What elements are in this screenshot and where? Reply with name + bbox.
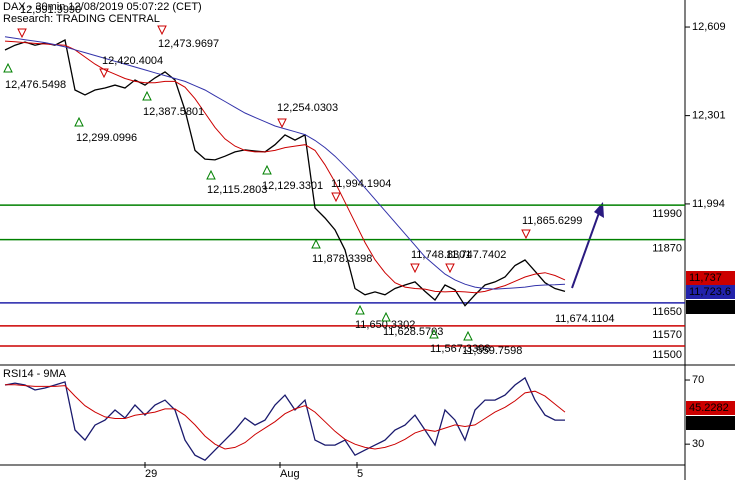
series-line [5,384,566,450]
low-marker [262,164,272,175]
series-line [4,36,566,290]
series-line [4,376,565,461]
annotation-label: 11,747.7402 [446,249,506,261]
annotation-label: 11,650.3302 [355,319,415,331]
low-marker [429,328,439,339]
annotation-label: 12,476.5498 [5,79,66,91]
forecast-arrow [571,209,601,289]
annotation-label: 11,628.5703 [383,326,443,338]
annotation-label: 12,299.0996 [76,132,137,144]
low-marker [3,62,13,73]
level-label: 11990 [652,208,682,220]
price-tag-label: 11,737 [689,272,722,284]
price-tag-label: 44.1839 [689,417,729,429]
low-marker [381,311,391,322]
series-line [4,40,566,294]
forecast-arrow-head [594,202,604,218]
annotation-label: 11,865.6299 [522,215,582,227]
y-tick-label: 12,301 [692,110,726,122]
y-tick-label: 11,994 [692,198,725,210]
chart-subtitle: Research: TRADING CENTRAL [3,13,160,25]
price-tag [686,271,735,285]
annotation-label: 11,674.1104 [555,313,615,325]
annotation-label: 11,748.8301 [411,249,471,261]
price-tag-label: 11,693.6 [689,301,731,313]
high-marker [521,229,531,240]
price-tag [686,401,735,415]
low-marker [142,90,152,101]
panel-title: RSI14 - 9MA [3,368,67,380]
level-label: 11500 [652,349,682,361]
low-marker [74,116,84,127]
x-tick-label: 5 [357,468,363,480]
y-tick-label: 12,609 [692,21,726,33]
annotation-label: 11,994.1904 [331,178,391,190]
price-tag [686,416,735,430]
annotation-label: 12,473.9697 [158,38,219,50]
price-tag [686,285,735,299]
annotation-label: 12,387.5801 [143,106,204,118]
high-marker [99,68,109,79]
level-label: 11570 [652,329,682,341]
low-marker [311,238,321,249]
annotation-label: 11,559.7598 [462,345,522,357]
annotation-label: 12,129.3301 [262,180,323,192]
price-tag-label: 11,723.6 [689,286,731,298]
annotation-label: 11,878.3398 [312,253,372,265]
low-marker [206,169,216,180]
annotation-label: 11,567.3398 [430,343,490,355]
y-tick-label: 30 [692,438,704,450]
y-tick-label: 70 [692,374,704,386]
annotation-label: 12,254.0303 [277,102,338,114]
price-tag [686,300,735,314]
low-marker [355,304,365,315]
high-marker [157,25,167,36]
x-tick-label: 29 [145,468,157,480]
high-marker [331,192,341,203]
high-marker [445,263,455,274]
high-marker [410,263,420,274]
level-label: 11870 [652,243,682,255]
high-marker [17,28,27,39]
x-tick-label: Aug [280,468,300,480]
level-label: 11650 [652,306,682,318]
low-marker [463,330,473,341]
annotation-label: 12,420.4004 [102,55,163,67]
annotation-label: 12,115.2803 [207,184,267,196]
chart-title: DAX - 30min 12/08/2019 05:07:22 (CET) [3,1,202,13]
price-tag-label: 45.2282 [689,402,729,414]
high-marker [277,118,287,129]
annotation-label: 12,591.9990 [20,4,81,16]
series-line [4,39,566,307]
